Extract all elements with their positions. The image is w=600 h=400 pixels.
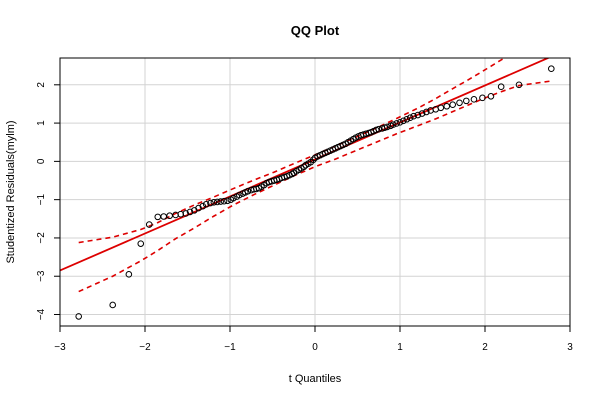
x-tick-label: −3 <box>54 342 66 353</box>
y-tick-label: 2 <box>36 82 47 88</box>
data-point <box>230 194 237 202</box>
data-point <box>202 200 210 208</box>
data-point <box>182 210 190 217</box>
data-point <box>456 99 463 107</box>
data-point <box>548 65 555 73</box>
y-tick-label: 1 <box>36 120 47 126</box>
y-tick-label: −4 <box>36 308 47 320</box>
data-point <box>166 212 173 220</box>
data-point <box>145 221 153 228</box>
reference-line-segment <box>60 58 551 272</box>
data-point <box>403 115 411 123</box>
y-tick-label: 0 <box>36 158 47 164</box>
data-point <box>213 198 221 206</box>
data-point <box>463 97 470 105</box>
y-tick-label: −2 <box>36 232 47 244</box>
y-axis-label: Studentized Residuals(mylm) <box>5 120 17 263</box>
data-point <box>207 199 214 207</box>
data-point <box>217 198 224 205</box>
data-point <box>195 204 202 212</box>
data-point <box>224 197 231 205</box>
x-tick-label: −2 <box>139 342 151 353</box>
data-point <box>449 101 457 109</box>
x-tick-label: 2 <box>482 342 488 353</box>
x-axis-label: t Quantiles <box>289 373 342 385</box>
y-tick-label: −3 <box>36 270 47 282</box>
data-point <box>125 271 133 278</box>
x-tick-label: 0 <box>312 342 318 353</box>
data-point <box>443 102 451 110</box>
data-point <box>154 213 162 221</box>
data-point <box>414 111 422 119</box>
data-point <box>109 301 116 309</box>
data-point <box>137 240 145 247</box>
data-point <box>186 208 194 216</box>
envelope-lower-line <box>78 80 552 293</box>
data-point <box>400 117 407 125</box>
data-point <box>393 120 400 127</box>
x-tick-label: 1 <box>397 342 403 353</box>
data-point <box>310 156 317 164</box>
data-point <box>437 104 445 112</box>
data-point <box>244 187 252 195</box>
data-point <box>487 92 495 100</box>
y-axis: −4 −3 −2 −1 0 1 2 <box>36 82 60 320</box>
data-point <box>236 191 243 199</box>
data-point <box>300 163 308 171</box>
data-point <box>75 313 82 320</box>
data-point <box>410 112 417 120</box>
x-tick-label: −1 <box>224 342 236 353</box>
data-point <box>396 119 404 126</box>
data-point <box>515 81 523 89</box>
data-point <box>220 197 228 205</box>
data-point <box>479 94 486 102</box>
x-tick-label: 3 <box>567 342 573 353</box>
data-point <box>199 202 207 210</box>
data-point <box>406 114 414 122</box>
data-point <box>423 108 430 116</box>
reference-line <box>60 58 551 272</box>
data-point <box>375 125 383 133</box>
x-axis: −3 −2 −1 0 1 2 3 <box>54 326 573 353</box>
data-point <box>210 199 218 206</box>
data-point <box>497 83 505 91</box>
data-points <box>75 65 555 320</box>
data-point <box>470 96 478 103</box>
data-point <box>383 123 391 131</box>
data-point <box>160 213 167 220</box>
data-point <box>389 121 397 128</box>
y-tick-label: −1 <box>36 194 47 206</box>
data-point <box>418 110 426 117</box>
chart-title: QQ Plot <box>291 23 340 38</box>
